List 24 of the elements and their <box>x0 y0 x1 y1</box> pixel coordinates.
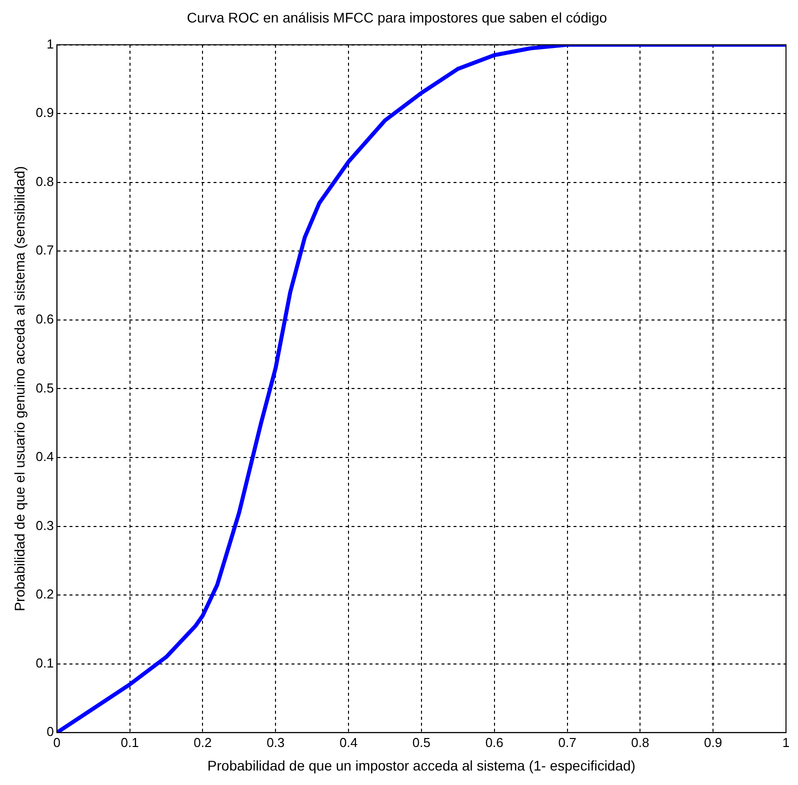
y-tick-label: 0.5 <box>36 380 54 396</box>
y-tick-label: 0.6 <box>36 312 54 326</box>
x-tick-label: 0.2 <box>194 734 212 750</box>
x-tick-label: 1 <box>782 734 790 750</box>
y-tick-label: 0.4 <box>36 449 54 464</box>
y-tick-label: 0.8 <box>36 174 54 189</box>
y-tick-label: 0.2 <box>36 586 54 602</box>
x-tick-label: 0.1 <box>120 734 139 750</box>
x-tick-label: 0.3 <box>266 734 285 750</box>
x-tick-label: 0.4 <box>339 734 358 750</box>
y-axis-title: Probabilidad de que el usuario genuino acceda al sistema (sensibilidad) <box>11 166 28 612</box>
x-axis-title: Probabilidad de que un impostor acceda al sistema (1- especificidad) <box>207 757 636 774</box>
x-tick-label: 0.8 <box>631 734 650 750</box>
x-tick-label: 0.7 <box>558 734 576 750</box>
x-tick-label: 0.9 <box>704 734 722 750</box>
x-tick-label: 0.6 <box>485 734 504 750</box>
x-tick-label: 0.5 <box>412 734 430 750</box>
y-tick-label: 0.3 <box>36 518 54 533</box>
y-tick-label: 0 <box>46 724 54 740</box>
y-tick-label: 1 <box>46 36 54 52</box>
y-tick-label: 0.1 <box>36 655 54 670</box>
y-tick-label: 0.9 <box>36 105 54 120</box>
y-tick-label: 0.7 <box>36 242 54 258</box>
chart-title: Curva ROC en análisis MFCC para impostores que saben el código <box>186 9 608 26</box>
